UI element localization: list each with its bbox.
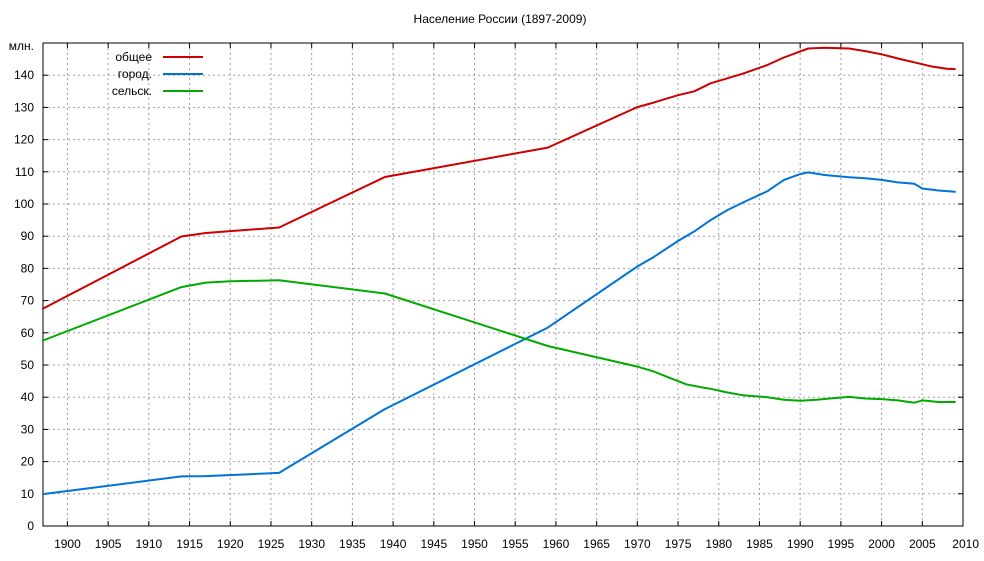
x-tick-label: 1965 bbox=[583, 537, 610, 551]
x-tick-label: 1980 bbox=[705, 537, 732, 551]
y-tick-label: 0 bbox=[27, 519, 34, 533]
grid bbox=[43, 43, 963, 526]
y-tick-label: 50 bbox=[21, 358, 35, 372]
plot-frame bbox=[42, 42, 964, 527]
x-tick-label: 1960 bbox=[543, 537, 570, 551]
x-tick-label: 1995 bbox=[828, 537, 855, 551]
x-tick-label: 1950 bbox=[461, 537, 488, 551]
y-tick-label: 60 bbox=[21, 326, 35, 340]
x-tick-label: 1975 bbox=[665, 537, 692, 551]
x-tick-label: 1990 bbox=[787, 537, 814, 551]
y-axis-ticks: 0 10 20 30 40 50 60 70 80 90 100 110 120 130 140 bbox=[14, 68, 963, 533]
series-line-2 bbox=[42, 171, 956, 496]
x-tick-label: 2005 bbox=[909, 537, 936, 551]
y-tick-label: 140 bbox=[14, 68, 34, 82]
x-tick-label: 2000 bbox=[868, 537, 895, 551]
y-tick-label: 20 bbox=[21, 455, 35, 469]
series-lines bbox=[42, 46, 956, 496]
y-tick-label: 130 bbox=[14, 100, 34, 114]
y-tick-label: 70 bbox=[21, 294, 35, 308]
x-tick-label: 1930 bbox=[298, 537, 325, 551]
x-tick-label: 1925 bbox=[258, 537, 285, 551]
x-axis-ticks: 1900 1905 1910 1915 1920 1925 1930 1935 1940 1945… bbox=[54, 43, 979, 551]
y-tick-label: 120 bbox=[14, 133, 34, 147]
y-tick-label: 40 bbox=[21, 390, 35, 404]
y-axis-unit-label: млн. bbox=[9, 39, 34, 53]
x-tick-label: 2010 bbox=[952, 537, 979, 551]
legend-label: город. bbox=[118, 67, 152, 81]
y-tick-label: 30 bbox=[21, 422, 35, 436]
y-tick-label: 100 bbox=[14, 197, 34, 211]
x-tick-label: 1945 bbox=[420, 537, 447, 551]
x-tick-label: 1910 bbox=[135, 537, 162, 551]
y-tick-label: 10 bbox=[21, 487, 35, 501]
x-tick-label: 1900 bbox=[54, 537, 81, 551]
x-tick-label: 1940 bbox=[380, 537, 407, 551]
x-tick-label: 1985 bbox=[746, 537, 773, 551]
chart-title: Население России (1897-2009) bbox=[414, 12, 587, 26]
y-tick-label: 110 bbox=[15, 165, 34, 179]
legend: общее город. сельск. bbox=[112, 50, 203, 98]
y-tick-label: 90 bbox=[21, 229, 35, 243]
legend-label: общее bbox=[115, 50, 152, 64]
x-tick-label: 1955 bbox=[502, 537, 529, 551]
x-tick-label: 1905 bbox=[95, 537, 122, 551]
y-tick-label: 80 bbox=[21, 261, 35, 275]
x-tick-label: 1915 bbox=[176, 537, 203, 551]
x-tick-label: 1970 bbox=[624, 537, 651, 551]
series-line-1 bbox=[42, 46, 956, 310]
legend-label: сельск. bbox=[112, 84, 152, 98]
series-line-3 bbox=[42, 279, 956, 404]
x-tick-label: 1935 bbox=[339, 537, 366, 551]
x-tick-label: 1920 bbox=[217, 537, 244, 551]
